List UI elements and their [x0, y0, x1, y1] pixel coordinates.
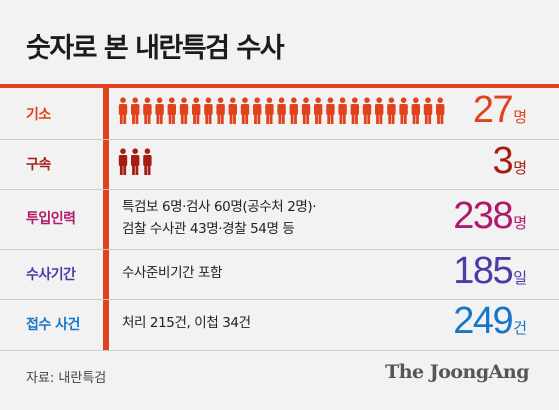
row-label-duration: 수사기간 [26, 267, 76, 283]
person-icon [350, 97, 359, 124]
page-title: 숫자로 본 내란특검 수사 [26, 33, 285, 64]
duration-description: 수사준비기간 포함 [122, 265, 223, 281]
indicted-count: 27 [472, 89, 514, 131]
arrested-count: 3 [492, 140, 514, 182]
person-icon [314, 97, 323, 124]
value-indicted: 27명 [473, 89, 527, 132]
cases-description: 처리 215건, 이첩 34건 [122, 315, 251, 331]
row-label-arrested: 구속 [26, 157, 51, 173]
staff-description-line1: 특검보 6명·검사 60명(공수처 2명)· [122, 199, 317, 215]
duration-count: 185 [453, 250, 513, 292]
person-icon [423, 97, 433, 124]
arrested-icons [118, 148, 152, 175]
person-icon [436, 97, 445, 124]
person-icon [143, 97, 152, 124]
person-icon [118, 148, 128, 175]
person-icon [411, 97, 420, 124]
person-icon [155, 97, 164, 124]
person-icon [387, 97, 396, 124]
person-icon [143, 148, 152, 175]
person-icon [253, 97, 262, 124]
person-icon [301, 97, 311, 124]
person-icon [265, 97, 274, 124]
indicted-icons [118, 97, 445, 124]
person-icon [375, 97, 384, 124]
person-icon [179, 97, 189, 124]
person-icon [192, 97, 201, 124]
staff-count: 238 [453, 195, 513, 237]
staff-unit: 명 [513, 214, 527, 232]
row-label-staff: 투입인력 [26, 211, 76, 227]
value-cases: 249건 [453, 300, 527, 343]
cases-unit: 건 [513, 319, 527, 337]
person-icon [362, 97, 372, 124]
person-icon [131, 97, 140, 124]
source-note: 자료: 내란특검 [26, 371, 107, 386]
cases-count: 249 [453, 300, 513, 342]
top-rule [0, 84, 559, 88]
indicted-unit: 명 [513, 108, 527, 126]
value-staff: 238명 [453, 195, 527, 238]
brand-logo: The JoongAng [385, 361, 529, 383]
row-divider [0, 299, 559, 300]
person-icon [167, 97, 176, 124]
person-icon [289, 97, 298, 124]
arrested-unit: 명 [513, 159, 527, 177]
person-icon [118, 97, 128, 124]
person-icon [204, 97, 213, 124]
value-duration: 185일 [453, 250, 527, 293]
vertical-divider [103, 88, 109, 350]
person-icon [131, 148, 140, 175]
person-icon [228, 97, 237, 124]
row-divider [0, 189, 559, 190]
person-icon [240, 97, 250, 124]
person-icon [277, 97, 286, 124]
person-icon [399, 97, 408, 124]
person-icon [216, 97, 225, 124]
staff-description-line2: 검찰 수사관 43명·경찰 54명 등 [122, 221, 295, 237]
row-label-indicted: 기소 [26, 107, 51, 123]
duration-unit: 일 [513, 269, 527, 287]
row-label-cases: 접수 사건 [26, 317, 80, 333]
person-icon [338, 97, 347, 124]
row-divider [0, 350, 559, 351]
value-arrested: 3명 [493, 140, 527, 183]
row-divider [0, 249, 559, 250]
row-divider [0, 139, 559, 140]
person-icon [326, 97, 335, 124]
staff-description: 특검보 6명·검사 60명(공수처 2명)· 검찰 수사관 43명·경찰 54명… [122, 196, 317, 240]
